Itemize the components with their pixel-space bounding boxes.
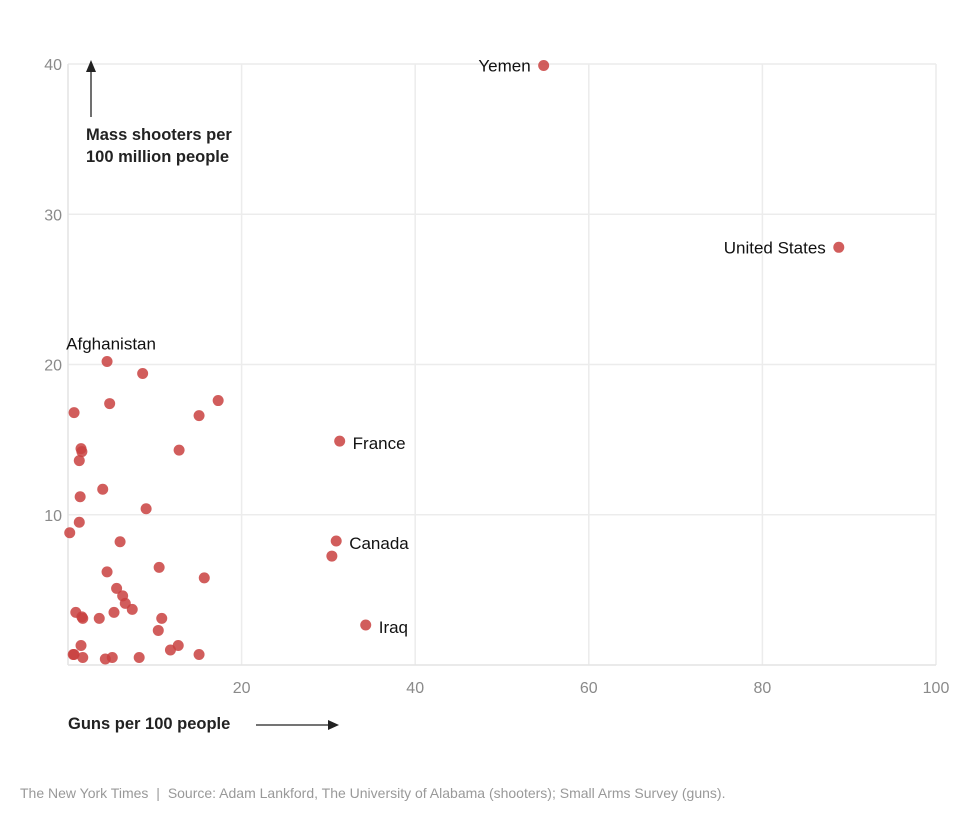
data-point [97,483,109,495]
y-arrow-head-icon [86,60,96,72]
data-point [111,582,123,594]
data-label: France [353,434,406,453]
y-tick-label: 10 [44,508,62,525]
data-point [73,455,85,467]
data-point [126,603,138,615]
y-tick-label: 30 [44,207,62,224]
footer-source: Source: Adam Lankford, The University of… [167,785,726,801]
y-axis-label: Mass shooters per 100 million people [86,126,232,166]
data-label: Canada [349,534,409,553]
data-label: Afghanistan [66,334,156,353]
x-arrow-head-icon [328,720,339,730]
data-point [77,612,89,624]
data-point [140,503,152,515]
data-point [156,612,168,624]
data-point [133,651,145,663]
footer: The New York Times | Source: Adam Lankfo… [20,785,725,801]
data-point [67,648,79,660]
data-label: Iraq [379,618,408,637]
data-point [193,648,205,660]
data-point [212,395,224,407]
x-axis-label: Guns per 100 people [68,715,230,734]
data-point-canada [330,535,342,547]
data-point [193,410,205,422]
data-point [173,444,185,456]
y-tick-label: 40 [44,57,62,74]
data-point [64,527,76,539]
data-point [106,651,118,663]
data-point [152,624,164,636]
x-tick-label: 20 [233,680,251,697]
data-point-yemen [538,60,550,72]
data-point [108,606,120,618]
data-point [77,651,89,663]
data-label: United States [724,238,826,257]
data-point-afghanistan [101,355,113,367]
x-tick-label: 40 [406,680,424,697]
data-point [164,644,176,656]
data-point [114,536,126,548]
data-point [153,561,165,573]
x-tick-label: 80 [754,680,772,697]
data-point-france [334,435,346,447]
data-point [137,368,149,380]
data-point [326,550,338,562]
data-point [198,572,210,584]
data-point [101,566,113,578]
data-point [73,516,85,528]
x-axis-label-text: Guns per 100 people [68,715,231,733]
data-point [104,398,116,410]
data-label: Yemen [478,57,530,76]
data-point [93,612,105,624]
data-point-iraq [360,619,372,631]
data-point-united-states [833,241,845,253]
data-point [74,491,86,503]
footer-separator: | [156,785,160,801]
data-point [76,446,88,458]
data-point [75,639,87,651]
footer-credit: The New York Times [20,785,149,801]
y-tick-label: 20 [44,358,62,375]
x-tick-label: 100 [923,680,950,697]
x-tick-label: 60 [580,680,598,697]
data-point [68,407,80,419]
